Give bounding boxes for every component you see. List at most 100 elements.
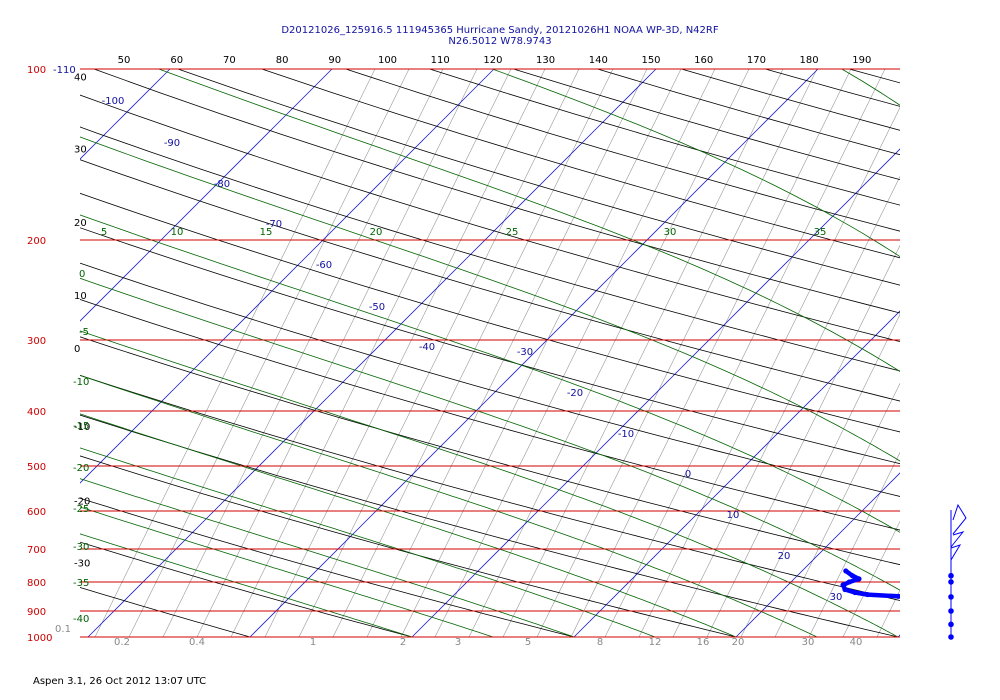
chart-title: D20121026_125916.5 111945365 Hurricane S… [281,25,719,36]
dry-adiabat-line [80,126,900,372]
left-axis-label: -30 [74,559,90,570]
dry-adiabat-line [849,69,900,84]
top-axis-label: 90 [328,55,341,66]
mixing-ratio-line [400,69,682,637]
footer-credit: Aspen 3.1, 26 Oct 2012 13:07 UTC [33,676,207,687]
moist-adiabat-line [80,214,900,533]
mixing-ratio-line [706,244,900,637]
mixing-ratio-line [298,69,580,637]
mixing-ratio-label: 0.1 [55,624,71,635]
moist-adiabat-label: 35 [814,227,827,238]
moist-adiabat-left-label: -15 [73,421,89,432]
dry-adiabat-line [80,227,900,465]
moist-adiabat-line [841,69,900,106]
top-axis-label: 70 [223,55,236,66]
dry-adiabat-line [80,455,737,637]
grid-layer [0,69,1000,637]
dewpoint-profile-point [852,589,858,596]
moist-adiabat-line [492,69,900,258]
isobar-label: 700 [27,545,46,556]
isobar-label: 800 [27,578,46,589]
isotherm-label: 20 [778,551,791,562]
moist-adiabat-label: 20 [370,227,383,238]
isotherm-label: 0 [685,469,691,480]
dry-adiabat-line [80,497,575,637]
left-axis-label: -20 [74,496,90,507]
profile-layer [840,568,980,601]
isotherm-line [87,69,657,637]
dry-adiabat-line [933,69,1000,637]
dry-adiabat-line [80,94,900,343]
dry-adiabat-line [93,69,900,314]
dry-adiabat-line [80,414,899,637]
isotherm-label: -80 [214,179,230,190]
left-axis-label: 40 [74,72,87,83]
moist-adiabat-left-label: 0 [79,269,85,280]
isobar-label: 900 [27,607,46,618]
wind-barb-layer [948,503,967,640]
left-axis-label: -110 [53,65,76,76]
isotherm-label: -90 [164,138,180,149]
isobar-label: 300 [27,336,46,347]
top-axis-label: 140 [589,55,608,66]
isotherm-label: -60 [316,260,332,271]
dry-adiabat-line [80,298,900,531]
moist-adiabat-line [80,447,656,637]
top-axis-label: 100 [378,55,397,66]
mixing-ratio-line [264,69,546,637]
left-axis-label: 10 [74,291,87,302]
top-axis-label: 170 [747,55,766,66]
isobar-label: 200 [27,236,46,247]
moist-adiabat-label: 10 [171,227,184,238]
dry-adiabat-line [80,262,900,497]
dewpoint-profile-point [935,595,940,600]
isotherm-label: 10 [727,510,740,521]
moist-adiabat-label: 25 [506,227,519,238]
left-axis-label: -10 [74,422,90,433]
dewpoint-profile-point [842,586,848,593]
isotherm-line [249,69,819,637]
dewpoint-profile-point [849,573,855,579]
dry-adiabat-line [765,69,900,107]
isotherm-line [0,69,8,637]
mixing-ratio-label: 20 [732,637,745,648]
isobar-label: 1000 [27,633,52,644]
moist-adiabat-left-label: -20 [73,463,89,474]
dry-adiabat-line [513,69,900,181]
top-axis-label: 50 [118,55,131,66]
mixing-ratio-label: 0.2 [114,637,130,648]
isobar-label: 600 [27,507,46,518]
moist-adiabat-left-label: -30 [73,542,89,553]
mixing-ratio-line [774,382,900,637]
mixing-ratio-line [94,69,376,637]
isobar-label: 500 [27,462,46,473]
mixing-ratio-label: 5 [525,637,531,648]
mixing-ratio-line [128,69,410,637]
dry-adiabat-line [80,336,900,566]
mixing-ratio-line [332,69,614,637]
isotherm-line [411,148,900,637]
isotherm-label: -50 [369,302,385,313]
isotherm-line [80,69,495,484]
moist-adiabat-left-label: -5 [79,327,89,338]
dry-adiabat-line [80,587,251,637]
mixing-ratio-label: 1 [310,637,316,648]
left-axis-label: 30 [74,144,87,155]
moist-adiabat-label: 15 [260,227,273,238]
mixing-ratio-line [230,69,512,637]
moist-adiabat-line [80,506,494,637]
moist-adiabat-line [80,277,900,591]
dewpoint-profile-point [895,593,900,599]
moist-adiabat-line [80,533,413,637]
mixing-ratio-line [502,69,784,637]
dry-adiabat-line [80,374,900,601]
dewpoint-profile-point [843,568,849,574]
dewpoint-profile-point [840,582,846,588]
moist-adiabat-left-label: -40 [73,614,89,625]
isobar-label: 100 [27,65,46,76]
mixing-ratio-line [876,589,900,637]
left-axis-label: 0 [74,344,80,355]
dewpoint-profile-point [975,596,980,601]
